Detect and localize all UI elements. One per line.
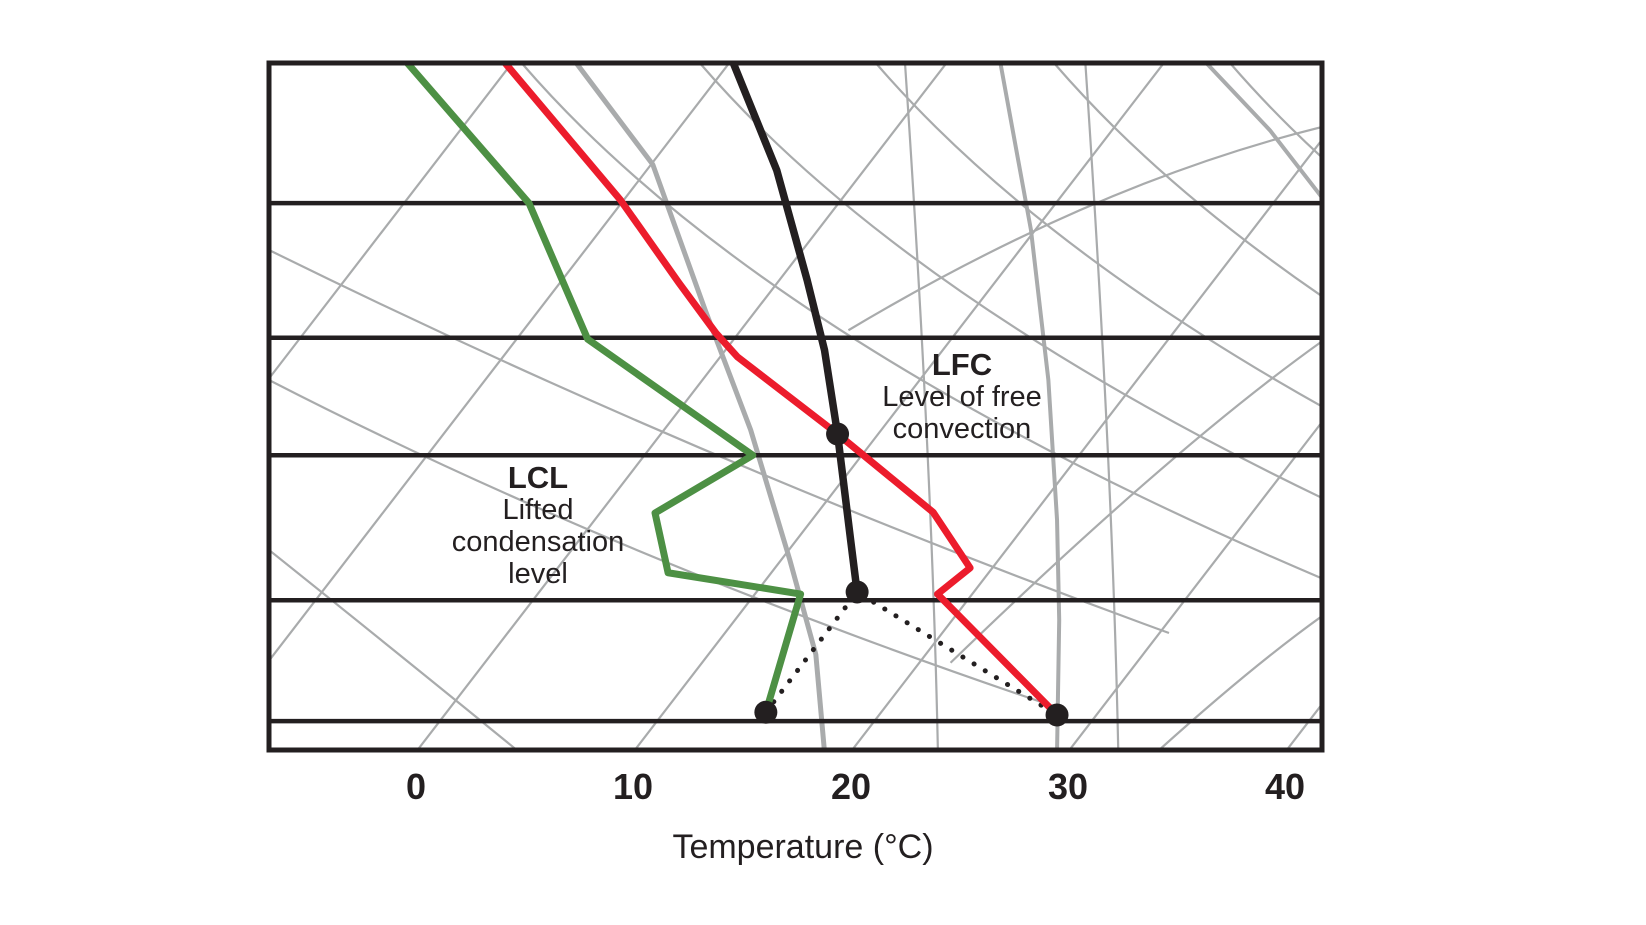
- lcl-abbr-label: LCL: [507, 460, 569, 495]
- lcl-line-1: Lifted: [502, 494, 574, 526]
- lfc-line-1: Level of free: [882, 381, 1042, 413]
- plot-frame: [266, 60, 1325, 753]
- x-tick-40: 40: [1264, 766, 1306, 807]
- x-axis-title: Temperature (°C): [672, 828, 934, 866]
- lfc-marker-dot: [826, 422, 850, 446]
- dry-adiabat-guides: [269, 63, 1322, 750]
- lfc-abbr-label: LFC: [931, 347, 993, 382]
- x-tick-20: 20: [830, 766, 872, 807]
- surface-dewpoint-dot: [754, 700, 778, 724]
- surface-temperature-dot: [1045, 703, 1069, 727]
- lcl-marker-dot: [845, 580, 869, 604]
- parcel-dry-ascent-dotted-line: [763, 589, 1060, 718]
- parcel-path-line: [729, 63, 861, 596]
- pressure-level-lines: [269, 200, 1322, 724]
- lcl-line-3: level: [508, 558, 568, 590]
- lcl-annotation: LCL Lifted condensation level: [388, 460, 688, 591]
- dewpoint-series-line: [403, 63, 805, 716]
- x-tick-0: 0: [405, 766, 427, 807]
- temperature-series-line: [501, 63, 1061, 719]
- x-tick-30: 30: [1047, 766, 1089, 807]
- lfc-line-2: convection: [892, 413, 1032, 445]
- x-tick-10: 10: [612, 766, 654, 807]
- lcl-line-2: condensation: [451, 526, 625, 558]
- lfc-annotation: LFC Level of free convection: [782, 347, 1142, 446]
- plot-contents: [269, 63, 1322, 750]
